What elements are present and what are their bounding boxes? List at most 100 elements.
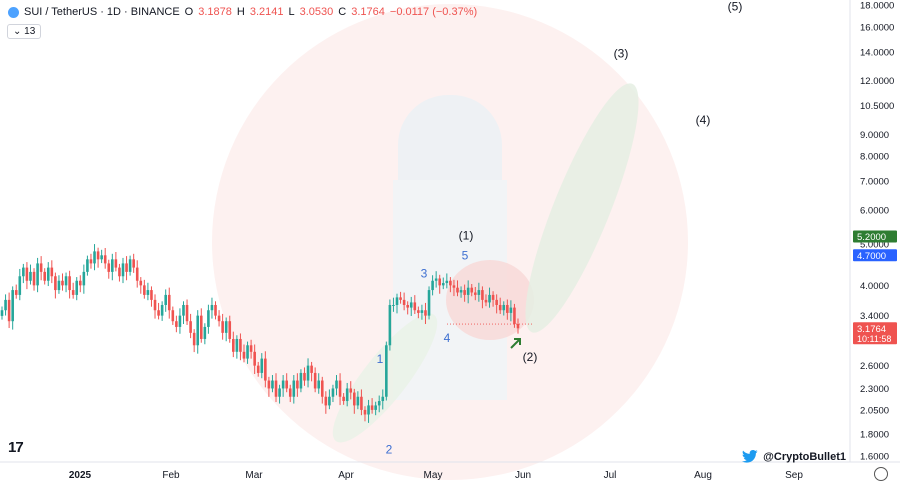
y-tick-label: 3.4000 [860,311,889,322]
candle-body [413,302,417,311]
open-label: O [184,6,194,18]
candle-body [61,280,64,286]
y-tick-label: 8.0000 [860,152,889,163]
candle-body [320,380,324,397]
price-label-text: 5.2000 [857,232,886,243]
candle-body [459,290,463,293]
candle-body [128,259,132,272]
x-tick-label: 2025 [69,470,92,481]
wave-3-projection [525,83,639,333]
candle-body [7,299,11,322]
x-tick-label: Aug [694,470,712,481]
candle-body [274,380,278,397]
candle-body [296,380,299,389]
candle-body [502,304,506,311]
candle-body [160,304,164,316]
candle-body [495,299,498,305]
candle-body [75,280,79,295]
minor-wave-label: 1 [377,352,384,366]
candle-body [217,315,221,322]
candle-body [143,285,146,295]
candle-body [86,259,89,272]
candle-body [516,324,520,329]
candle-body [317,380,321,389]
candle-body [345,388,349,402]
candle-body [192,332,196,346]
y-tick-label: 4.0000 [860,281,889,292]
candle-body [228,321,232,339]
candle-body [182,304,185,316]
x-tick-label: Apr [338,470,354,481]
candle-body [171,310,175,322]
candle-body [498,304,502,311]
low-label: L [288,6,295,18]
candle-body [82,271,86,286]
candle-body [385,345,388,397]
candle-body [260,358,264,373]
countdown-label-text: 10:11:58 [857,334,891,344]
candle-body [246,345,249,359]
candle-body [353,392,356,406]
author-watermark: @CryptoBullet1 [741,450,846,464]
y-tick-label: 16.0000 [860,23,894,34]
candle-body [111,259,114,272]
y-tick-label: 2.0500 [860,405,889,416]
candle-body [409,302,413,308]
candle-body [164,294,167,305]
candle-body [349,388,353,393]
price-label-text: 3.1764 [857,324,886,335]
major-wave-label: (5) [728,0,743,13]
candle-body [420,310,424,313]
candle-body [36,263,39,286]
candle-body [249,345,253,352]
candle-body [367,405,370,415]
y-tick-label: 12.0000 [860,76,894,87]
chevron-down-icon: ⌄ [13,26,22,37]
candle-body [196,315,200,346]
candle-body [22,267,25,277]
minor-wave-label: 2 [386,442,393,456]
candle-body [221,321,224,333]
candle-body [114,259,118,268]
candle-body [167,294,171,311]
price-label-badge [853,322,897,345]
candle-body [118,267,121,277]
candle-body [96,251,100,260]
candle-body [157,310,160,316]
indicator-toggle[interactable]: ⌄ 13 [7,24,42,39]
y-tick-label: 9.0000 [860,130,889,141]
major-wave-label: (3) [614,47,629,61]
candle-body [335,380,338,389]
candle-body [0,310,4,316]
candle-body [46,267,50,281]
candle-body [488,294,491,303]
close-label: C [338,6,347,18]
y-tick-label: 5.0000 [860,239,889,250]
candle-body [470,287,474,293]
candle-body [150,290,153,300]
candle-body [363,409,367,415]
candle-body [50,267,54,277]
candle-body [93,251,96,264]
candle-body [427,290,431,316]
minor-wave-label: 3 [421,267,428,281]
change-value: −0.0117 (−0.37%) [389,6,478,18]
author-handle: @CryptoBullet1 [763,451,846,463]
candle-body [399,297,402,300]
candle-body [256,365,260,373]
candle-body [388,304,392,346]
candle-body [356,396,360,406]
candle-body [374,405,377,410]
candle-body [64,276,68,286]
candle-body [214,304,217,316]
price-label-badge [853,230,897,243]
symbol-title[interactable]: SUI / TetherUS · 1D · BINANCE [24,6,180,18]
candle-body [281,380,285,389]
x-tick-label: Sep [785,470,803,481]
candle-body [54,276,57,291]
settings-gear-icon[interactable] [874,467,888,481]
candle-body [424,310,427,316]
